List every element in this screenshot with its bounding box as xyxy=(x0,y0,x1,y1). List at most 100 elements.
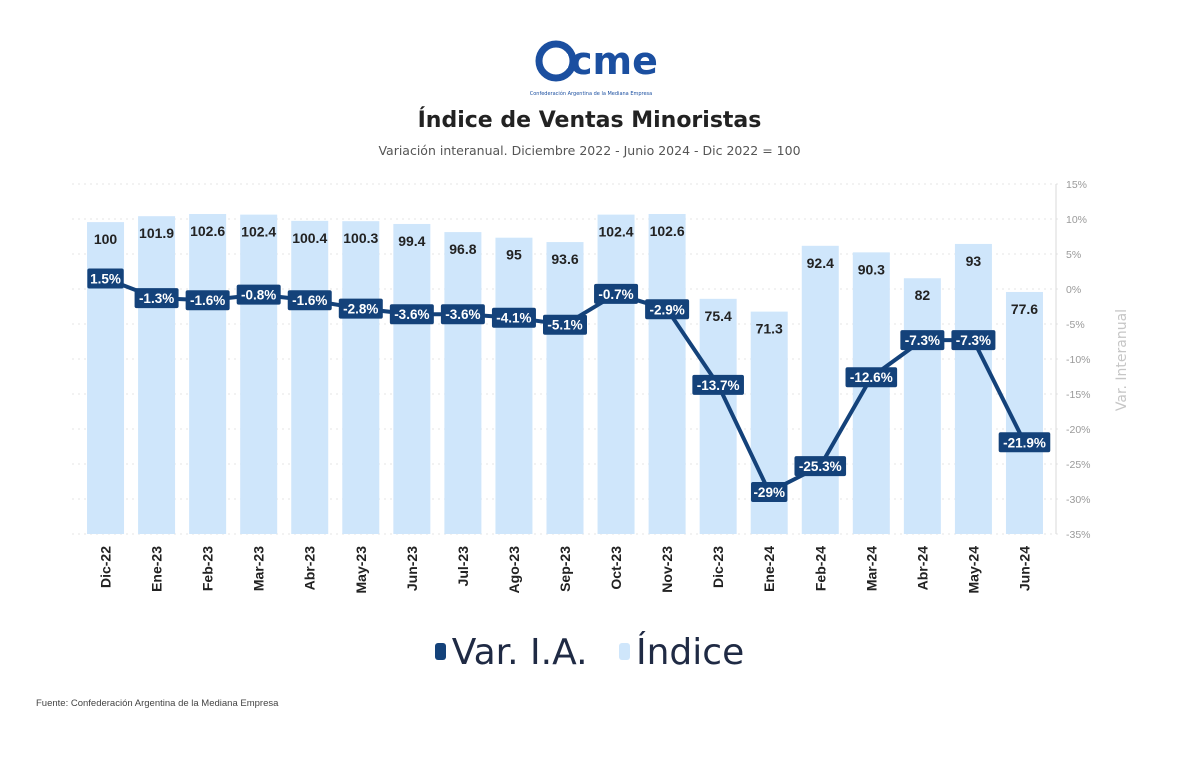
line-label-bg xyxy=(951,330,996,351)
line-label-bg xyxy=(692,374,744,395)
x-tick-label: Abr-24 xyxy=(914,546,930,591)
line-label-bg xyxy=(900,330,945,351)
bar-value-label: 102.4 xyxy=(241,224,276,240)
bar-value-label: 102.6 xyxy=(650,223,685,239)
x-tick-label: Dic-22 xyxy=(98,546,114,588)
bar xyxy=(342,221,380,534)
line-label-bg xyxy=(998,432,1051,453)
x-tick-label: Jun-23 xyxy=(404,546,420,591)
line-label-bg xyxy=(236,284,281,305)
bar-value-label: 102.4 xyxy=(599,224,634,240)
logo-mark xyxy=(535,40,577,82)
chart-legend: Var. I.A. Índice xyxy=(0,632,1179,673)
chart-subtitle: Variación interanual. Diciembre 2022 - J… xyxy=(378,143,801,158)
x-tick-label: Dic-23 xyxy=(710,546,726,588)
bar-value-label: 95 xyxy=(506,247,522,263)
y-tick-label: -15% xyxy=(1066,389,1091,401)
x-tick-label: Mar-23 xyxy=(251,546,267,591)
bar-value-label: 75.4 xyxy=(705,308,732,324)
line-label-bg xyxy=(338,298,383,319)
line-value-label: -5.1% xyxy=(547,318,582,333)
line-value-label: -13.7% xyxy=(697,378,740,393)
line-value-label: -4.1% xyxy=(496,311,531,326)
line-label-bg xyxy=(185,290,230,311)
legend-line-swatch xyxy=(434,643,446,660)
bar-value-label: 93 xyxy=(966,253,982,269)
x-tick-label: Ene-23 xyxy=(149,546,165,592)
x-tick-label: Oct-23 xyxy=(608,546,624,590)
line-label-bg xyxy=(594,283,639,304)
y-tick-label: 0% xyxy=(1066,284,1081,296)
x-tick-label: May-23 xyxy=(353,546,369,594)
line-value-label: -2.9% xyxy=(649,302,684,317)
bar-value-label: 71.3 xyxy=(756,321,783,337)
x-tick-label: May-24 xyxy=(965,546,981,594)
legend-label-var: Var. I.A. xyxy=(451,632,588,673)
bar-value-label: 93.6 xyxy=(551,251,578,267)
combo-chart: 15% 10% 5% 0% -5% -10% -15% -20% -25% -30% -35% Var… xyxy=(72,179,1130,594)
bar-value-label: 92.4 xyxy=(807,255,834,271)
logo-tagline: Confederación Argentina de la Mediana Em… xyxy=(530,90,652,97)
line-value-label: -1.6% xyxy=(292,293,327,308)
bar-value-label: 100.4 xyxy=(292,230,327,246)
y-tick-label: 15% xyxy=(1066,179,1087,191)
y-axis-label: Var. Interanual xyxy=(1114,309,1130,411)
line-value-label: -7.3% xyxy=(956,333,991,348)
line-label-bg xyxy=(845,367,898,388)
bar xyxy=(903,278,941,534)
bar xyxy=(240,214,278,534)
line-label-bg xyxy=(287,290,332,311)
line-value-label: -1.3% xyxy=(139,291,174,306)
bar-value-label: 82 xyxy=(915,287,931,303)
y-tick-label: -20% xyxy=(1066,424,1091,436)
x-tick-label: Abr-23 xyxy=(302,546,318,591)
y-tick-label: -30% xyxy=(1066,494,1091,506)
line-label-bg xyxy=(751,482,788,502)
bar-value-label: 100.3 xyxy=(343,230,378,246)
bar xyxy=(1005,291,1043,534)
bar xyxy=(801,245,839,534)
line-label-bg xyxy=(440,304,485,325)
line-value-label: -1.6% xyxy=(190,293,225,308)
bar xyxy=(597,214,635,534)
line-label-bg xyxy=(87,268,124,289)
source-note: Fuente: Confederación Argentina de la Me… xyxy=(36,698,279,709)
line-label-bg xyxy=(794,456,847,477)
bar xyxy=(291,220,329,534)
x-tick-label: Nov-23 xyxy=(659,546,675,593)
line-value-label: -3.6% xyxy=(394,307,429,322)
chart-title: Índice de Ventas Minoristas xyxy=(417,108,762,133)
line-value-label: -29% xyxy=(753,485,785,500)
bar-value-label: 90.3 xyxy=(858,261,885,277)
bar xyxy=(393,223,431,534)
legend-bar-swatch xyxy=(619,643,630,660)
y-tick-label: -10% xyxy=(1066,354,1091,366)
bar-value-label: 99.4 xyxy=(398,233,425,249)
y-tick-label: 5% xyxy=(1066,249,1081,261)
line-label-bg xyxy=(389,304,434,325)
x-tick-label: Jul-23 xyxy=(455,546,471,587)
legend-label-indice: Índice xyxy=(636,632,745,673)
bar-value-label: 100 xyxy=(94,231,118,247)
line-label-bg xyxy=(134,288,179,309)
bar xyxy=(699,298,737,534)
bar xyxy=(495,237,533,534)
bar xyxy=(648,214,686,534)
x-tick-label: Sep-23 xyxy=(557,546,573,592)
bar xyxy=(138,216,176,535)
y-tick-label: -5% xyxy=(1066,319,1085,331)
x-tick-label: Ago-23 xyxy=(506,546,522,594)
line-value-label: -7.3% xyxy=(905,333,940,348)
line-value-label: -2.8% xyxy=(343,302,378,317)
x-tick-label: Jun-24 xyxy=(1016,546,1032,591)
y-tick-label: -25% xyxy=(1066,459,1091,471)
x-tick-label: Feb-24 xyxy=(812,546,828,591)
line-value-label: -0.8% xyxy=(241,288,276,303)
bar xyxy=(444,232,482,535)
line-label-bg xyxy=(543,314,587,335)
line-label-bg xyxy=(491,307,536,328)
legend-item-var: Var. I.A. xyxy=(434,632,588,673)
y-tick-label: -35% xyxy=(1066,529,1091,541)
line-value-label: -25.3% xyxy=(799,459,842,474)
bar-value-label: 102.6 xyxy=(190,223,225,239)
